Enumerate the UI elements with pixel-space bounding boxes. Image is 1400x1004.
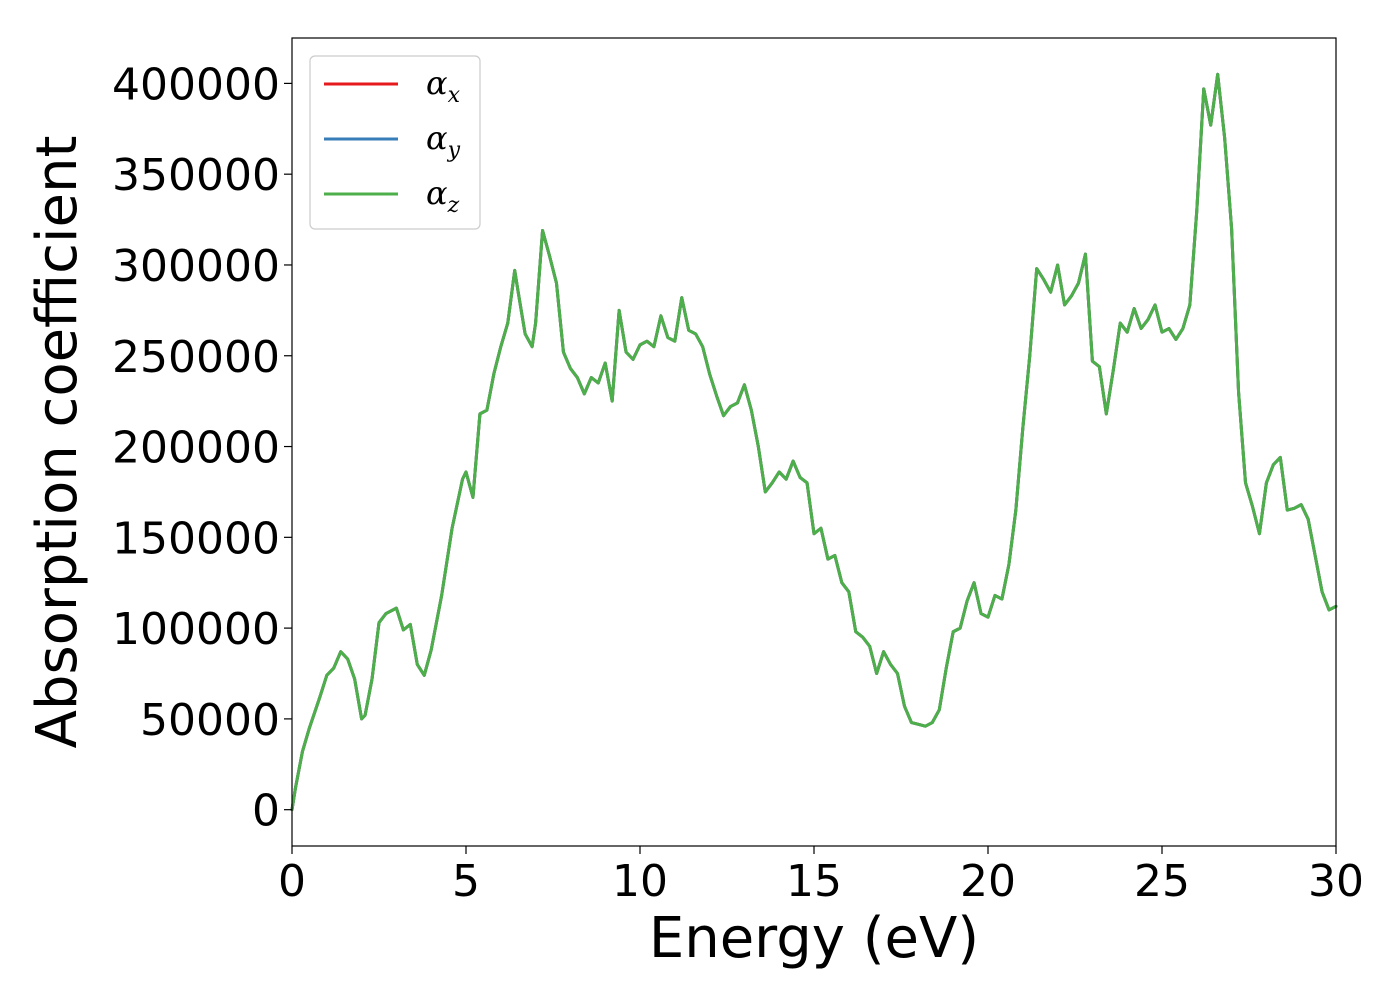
x-axis-title: Energy (eV) — [649, 906, 979, 971]
legend: αx αy αz — [309, 55, 481, 230]
series-line-z — [290, 72, 1338, 812]
x-axis: 0 5 10 15 20 25 30 — [278, 846, 1364, 907]
y-tick-label: 150000 — [112, 513, 280, 564]
plot-area — [290, 72, 1338, 812]
x-tick-label: 25 — [1134, 856, 1190, 907]
y-tick-label: 350000 — [112, 150, 280, 201]
legend-frame — [309, 55, 481, 230]
x-tick-label: 20 — [960, 856, 1016, 907]
y-tick-label: 250000 — [112, 332, 280, 383]
y-tick-label: 200000 — [112, 423, 280, 474]
x-tick-label: 5 — [452, 856, 480, 907]
x-tick-label: 10 — [612, 856, 668, 907]
y-tick-label: 300000 — [112, 241, 280, 292]
y-tick-label: 50000 — [140, 695, 280, 746]
y-tick-label: 0 — [252, 786, 280, 837]
y-axis: 0 50000 100000 150000 200000 250000 300000 3500… — [112, 59, 292, 837]
y-tick-label: 100000 — [112, 604, 280, 655]
x-tick-label: 30 — [1308, 856, 1364, 907]
y-tick-label: 400000 — [112, 59, 280, 110]
x-tick-label: 0 — [278, 856, 306, 907]
legend-label-x: αx — [426, 64, 461, 108]
x-tick-label: 15 — [786, 856, 842, 907]
y-axis-title: Absorption coefficient — [25, 136, 90, 749]
legend-label-y: αy — [426, 119, 461, 163]
legend-label-z: αz — [426, 174, 460, 218]
